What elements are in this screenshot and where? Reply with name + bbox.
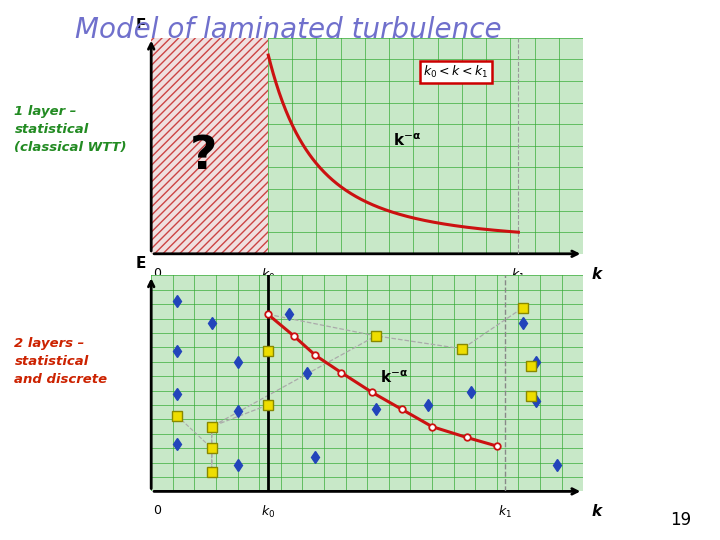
Point xyxy=(336,368,347,377)
Text: $\mathbf{k}^{-\mathbf{\alpha}}$: $\mathbf{k}^{-\mathbf{\alpha}}$ xyxy=(380,370,408,387)
Point xyxy=(461,433,472,442)
Point xyxy=(426,422,438,431)
Text: $k_1$: $k_1$ xyxy=(498,504,513,521)
Text: Model of laminated turbulence: Model of laminated turbulence xyxy=(75,16,501,44)
Text: 0: 0 xyxy=(153,267,161,280)
Text: 2 layers –
statistical
and discrete: 2 layers – statistical and discrete xyxy=(14,338,107,386)
Text: $k_1$: $k_1$ xyxy=(511,267,526,283)
Text: 19: 19 xyxy=(670,511,691,529)
Point xyxy=(288,332,300,340)
Text: $k_0 < k < k_1$: $k_0 < k < k_1$ xyxy=(423,64,488,80)
Text: k: k xyxy=(592,504,602,519)
Bar xyxy=(151,38,268,254)
Text: $k_0$: $k_0$ xyxy=(261,504,275,521)
Text: E: E xyxy=(135,256,145,271)
Text: ?: ? xyxy=(190,134,217,179)
Text: $\mathbf{k}^{-\mathbf{\alpha}}$: $\mathbf{k}^{-\mathbf{\alpha}}$ xyxy=(393,132,421,149)
Point xyxy=(396,405,408,414)
Point xyxy=(310,351,321,360)
Point xyxy=(491,442,503,450)
Text: $k_0$: $k_0$ xyxy=(261,267,275,283)
Point xyxy=(262,310,274,319)
Point xyxy=(366,388,377,396)
Text: k: k xyxy=(592,267,602,282)
Text: 0: 0 xyxy=(153,504,161,517)
Bar xyxy=(268,38,583,254)
Text: 1 layer –
statistical
(classical WTT): 1 layer – statistical (classical WTT) xyxy=(14,105,127,154)
Text: E: E xyxy=(135,18,145,33)
